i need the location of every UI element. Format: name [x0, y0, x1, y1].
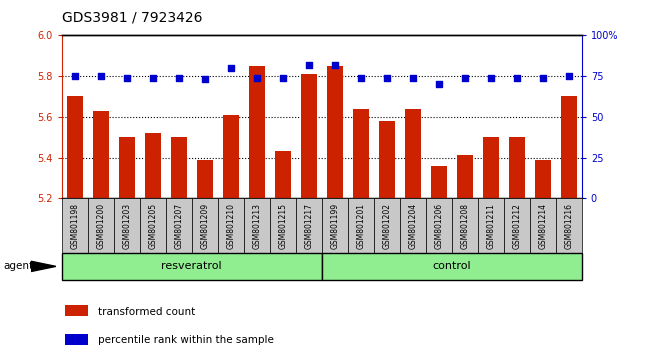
Bar — [140, 198, 166, 253]
Text: transformed count: transformed count — [98, 307, 196, 316]
Text: GSM801217: GSM801217 — [304, 202, 313, 249]
Bar — [218, 198, 244, 253]
Text: percentile rank within the sample: percentile rank within the sample — [98, 335, 274, 345]
Bar — [244, 198, 270, 253]
Point — [174, 75, 184, 81]
Point — [304, 62, 314, 68]
Point — [486, 75, 496, 81]
Text: GSM801215: GSM801215 — [278, 202, 287, 249]
Bar — [405, 109, 421, 198]
Bar — [62, 198, 88, 253]
Bar — [93, 111, 109, 198]
Text: GSM801212: GSM801212 — [512, 202, 521, 249]
Bar — [62, 253, 322, 280]
Point — [512, 75, 522, 81]
Text: GSM801213: GSM801213 — [252, 202, 261, 249]
Text: control: control — [432, 261, 471, 272]
Point — [330, 62, 340, 68]
Text: GSM801209: GSM801209 — [200, 202, 209, 249]
Point — [460, 75, 470, 81]
Polygon shape — [31, 261, 56, 272]
Bar — [192, 198, 218, 253]
Text: GSM801201: GSM801201 — [356, 202, 365, 249]
Point — [200, 76, 210, 82]
Point — [408, 75, 418, 81]
Text: GSM801208: GSM801208 — [460, 202, 469, 249]
Bar — [535, 160, 551, 198]
Bar — [171, 137, 187, 198]
Bar — [301, 74, 317, 198]
Point — [226, 65, 236, 71]
Text: GSM801198: GSM801198 — [70, 202, 79, 249]
Bar — [348, 198, 374, 253]
Bar — [119, 137, 135, 198]
Bar — [426, 198, 452, 253]
Bar — [457, 155, 473, 198]
Point — [122, 75, 132, 81]
Text: GSM801203: GSM801203 — [122, 202, 131, 249]
Text: GSM801207: GSM801207 — [174, 202, 183, 249]
Bar — [223, 115, 239, 198]
Bar — [379, 121, 395, 198]
Bar — [452, 198, 478, 253]
Bar — [504, 198, 530, 253]
Text: agent: agent — [3, 261, 33, 272]
Text: GSM801200: GSM801200 — [96, 202, 105, 249]
Bar — [509, 137, 525, 198]
Point — [434, 81, 444, 87]
Bar — [322, 253, 582, 280]
Bar — [478, 198, 504, 253]
Point — [564, 73, 574, 79]
Point — [148, 75, 158, 81]
Bar — [327, 66, 343, 198]
Text: GSM801206: GSM801206 — [434, 202, 443, 249]
Point — [96, 73, 106, 79]
Text: GSM801204: GSM801204 — [408, 202, 417, 249]
Bar — [197, 160, 213, 198]
Bar — [400, 198, 426, 253]
Text: GSM801210: GSM801210 — [226, 202, 235, 249]
Text: GSM801202: GSM801202 — [382, 202, 391, 249]
Point — [382, 75, 392, 81]
Text: resveratrol: resveratrol — [161, 261, 222, 272]
Bar — [353, 109, 369, 198]
Text: GSM801199: GSM801199 — [330, 202, 339, 249]
Text: GSM801214: GSM801214 — [538, 202, 547, 249]
Bar — [530, 198, 556, 253]
Text: GSM801216: GSM801216 — [564, 202, 573, 249]
Bar — [145, 133, 161, 198]
Bar — [65, 306, 88, 316]
Bar — [431, 166, 447, 198]
Point — [538, 75, 548, 81]
Bar — [67, 96, 83, 198]
Bar — [556, 198, 582, 253]
Bar — [65, 334, 88, 345]
Text: GSM801205: GSM801205 — [148, 202, 157, 249]
Bar — [296, 198, 322, 253]
Text: GSM801211: GSM801211 — [486, 202, 495, 249]
Bar — [561, 96, 577, 198]
Bar — [275, 152, 291, 198]
Point — [252, 75, 262, 81]
Bar — [88, 198, 114, 253]
Point — [70, 73, 80, 79]
Text: GDS3981 / 7923426: GDS3981 / 7923426 — [62, 11, 202, 25]
Bar — [166, 198, 192, 253]
Point — [278, 75, 288, 81]
Bar — [374, 198, 400, 253]
Bar — [270, 198, 296, 253]
Bar — [249, 66, 265, 198]
Bar — [483, 137, 499, 198]
Bar — [322, 198, 348, 253]
Bar — [114, 198, 140, 253]
Point — [356, 75, 366, 81]
